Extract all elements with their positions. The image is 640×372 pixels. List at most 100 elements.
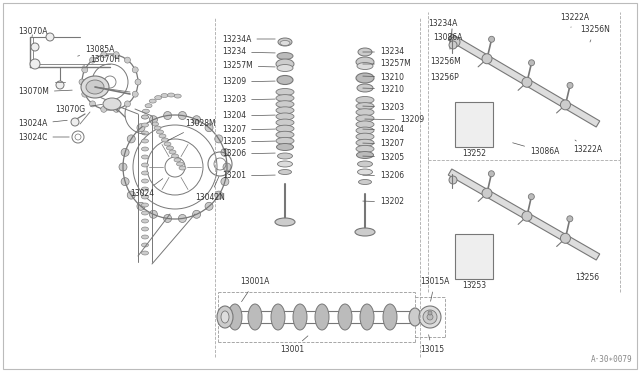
Text: 13085A: 13085A (77, 45, 115, 56)
Ellipse shape (276, 125, 294, 132)
Ellipse shape (166, 146, 173, 150)
Ellipse shape (276, 94, 294, 102)
Text: 13203: 13203 (363, 103, 404, 112)
Ellipse shape (141, 195, 148, 199)
Polygon shape (448, 169, 600, 260)
Ellipse shape (155, 96, 162, 100)
Text: 13204: 13204 (222, 112, 275, 121)
Text: 13205: 13205 (222, 138, 275, 147)
Ellipse shape (360, 304, 374, 330)
Ellipse shape (276, 113, 294, 120)
Circle shape (215, 191, 223, 199)
Text: 13086A: 13086A (433, 32, 462, 42)
Text: 13024C: 13024C (18, 132, 69, 141)
Ellipse shape (141, 123, 148, 127)
Ellipse shape (152, 122, 159, 126)
Text: 13024A: 13024A (18, 119, 67, 128)
Ellipse shape (157, 130, 163, 134)
Text: 13070H: 13070H (83, 55, 120, 66)
Circle shape (488, 171, 494, 177)
Circle shape (221, 178, 229, 186)
Text: 13086A: 13086A (513, 143, 559, 157)
Circle shape (124, 57, 131, 63)
Ellipse shape (423, 310, 437, 324)
Ellipse shape (169, 150, 176, 154)
Circle shape (561, 233, 570, 243)
Ellipse shape (141, 131, 148, 135)
Text: 13207: 13207 (222, 125, 275, 135)
Ellipse shape (221, 311, 229, 323)
Text: 13253: 13253 (462, 281, 486, 291)
Text: 13234: 13234 (222, 48, 275, 57)
Circle shape (450, 37, 460, 47)
Circle shape (90, 57, 95, 63)
Circle shape (164, 112, 172, 119)
Ellipse shape (409, 308, 421, 326)
Ellipse shape (276, 119, 294, 126)
Ellipse shape (356, 121, 374, 128)
Ellipse shape (228, 304, 242, 330)
Text: 13206: 13206 (222, 150, 275, 158)
Ellipse shape (154, 126, 161, 130)
Ellipse shape (356, 127, 374, 134)
Circle shape (71, 118, 79, 126)
Text: 13001A: 13001A (240, 278, 269, 302)
Ellipse shape (276, 107, 294, 114)
Text: 13234A: 13234A (428, 19, 458, 34)
Ellipse shape (172, 154, 179, 158)
Ellipse shape (276, 137, 294, 144)
Circle shape (482, 188, 492, 198)
Text: 13256: 13256 (575, 272, 599, 282)
Text: 13042N: 13042N (195, 177, 225, 202)
Text: 13206: 13206 (363, 171, 404, 180)
Circle shape (100, 106, 107, 112)
Ellipse shape (86, 80, 104, 94)
Circle shape (119, 163, 127, 171)
Circle shape (127, 191, 135, 199)
Circle shape (56, 81, 64, 89)
Ellipse shape (143, 109, 149, 113)
Text: 13001: 13001 (280, 336, 308, 355)
Ellipse shape (358, 161, 372, 167)
Ellipse shape (141, 187, 148, 191)
Ellipse shape (358, 48, 372, 56)
Ellipse shape (356, 73, 374, 83)
Circle shape (567, 216, 573, 222)
Ellipse shape (278, 153, 292, 159)
Circle shape (179, 215, 186, 222)
Ellipse shape (293, 304, 307, 330)
Ellipse shape (141, 203, 148, 207)
Circle shape (135, 79, 141, 85)
Text: 13222A: 13222A (573, 140, 602, 154)
Ellipse shape (141, 139, 148, 143)
Ellipse shape (179, 166, 186, 170)
Ellipse shape (356, 57, 374, 67)
Text: 13256P: 13256P (430, 73, 459, 81)
Ellipse shape (276, 144, 294, 151)
Circle shape (31, 43, 39, 51)
Ellipse shape (358, 180, 371, 185)
Circle shape (164, 215, 172, 222)
Ellipse shape (141, 235, 148, 239)
Ellipse shape (174, 94, 181, 98)
Text: 13209: 13209 (365, 115, 424, 125)
Ellipse shape (278, 38, 292, 46)
Ellipse shape (357, 84, 373, 92)
Text: 13207: 13207 (363, 140, 404, 148)
Circle shape (193, 210, 200, 218)
Text: 13222A: 13222A (560, 13, 589, 28)
Ellipse shape (356, 109, 374, 116)
Ellipse shape (141, 211, 148, 215)
Circle shape (30, 59, 40, 69)
Circle shape (121, 178, 129, 186)
Circle shape (221, 148, 229, 156)
Ellipse shape (356, 96, 374, 103)
Ellipse shape (161, 138, 168, 142)
Ellipse shape (141, 155, 148, 159)
Ellipse shape (277, 52, 293, 60)
Circle shape (79, 79, 85, 85)
Circle shape (449, 41, 457, 49)
Circle shape (193, 116, 200, 124)
Circle shape (529, 194, 534, 200)
Ellipse shape (141, 115, 148, 119)
